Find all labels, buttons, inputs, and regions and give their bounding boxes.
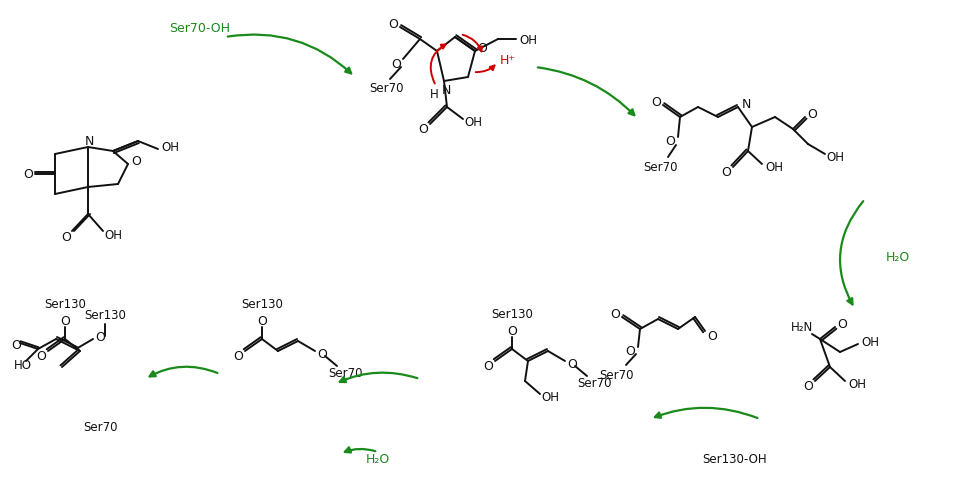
Text: O: O (131, 155, 141, 168)
Text: O: O (233, 350, 243, 363)
Text: Ser70: Ser70 (599, 369, 633, 382)
Text: O: O (11, 339, 20, 352)
Text: O: O (317, 348, 327, 361)
Text: O: O (96, 331, 105, 344)
Text: Ser70: Ser70 (83, 421, 117, 434)
Text: OH: OH (161, 141, 179, 154)
Text: OH: OH (464, 116, 482, 129)
FancyArrowPatch shape (149, 367, 217, 377)
Text: OH: OH (104, 229, 122, 242)
Text: O: O (807, 108, 817, 121)
Text: Ser130-OH: Ser130-OH (703, 452, 767, 465)
Text: OH: OH (861, 336, 879, 349)
Text: O: O (722, 166, 731, 179)
Text: H₂O: H₂O (886, 251, 910, 264)
FancyArrowPatch shape (345, 447, 375, 452)
Text: O: O (803, 380, 813, 393)
Text: O: O (391, 59, 401, 71)
FancyArrowPatch shape (538, 68, 635, 116)
Text: O: O (418, 123, 428, 136)
FancyArrowPatch shape (340, 373, 417, 382)
Text: O: O (610, 308, 620, 321)
FancyArrowPatch shape (655, 408, 758, 418)
Text: Ser70-OH: Ser70-OH (170, 22, 230, 35)
Text: O: O (625, 345, 635, 358)
FancyArrowPatch shape (476, 66, 494, 73)
Text: Ser130: Ser130 (491, 308, 533, 321)
Text: O: O (388, 19, 398, 32)
FancyArrowPatch shape (431, 45, 446, 84)
Text: O: O (507, 325, 517, 338)
Text: H₂N: H₂N (791, 321, 813, 334)
FancyArrowPatch shape (228, 36, 351, 74)
Text: N: N (741, 98, 751, 111)
Text: O: O (61, 231, 71, 244)
Text: O: O (651, 96, 661, 109)
Text: OH: OH (541, 391, 559, 404)
Text: Ser130: Ser130 (44, 298, 86, 311)
Text: OH: OH (826, 151, 844, 164)
FancyArrowPatch shape (463, 36, 482, 52)
Text: O: O (665, 135, 675, 148)
Text: O: O (60, 315, 70, 328)
Text: Ser130: Ser130 (84, 309, 126, 322)
Text: Ser70: Ser70 (370, 81, 405, 94)
Text: HO: HO (14, 359, 32, 372)
Text: O: O (483, 360, 493, 373)
Text: OH: OH (519, 34, 537, 47)
Text: H₂O: H₂O (366, 452, 390, 465)
Text: Ser70: Ser70 (578, 377, 612, 390)
Text: O: O (23, 168, 33, 181)
FancyArrowPatch shape (840, 202, 863, 305)
Text: Ser130: Ser130 (241, 298, 283, 311)
Text: N: N (84, 135, 94, 148)
Text: O: O (567, 358, 577, 371)
Text: O: O (36, 350, 46, 363)
Text: Ser70: Ser70 (643, 161, 678, 174)
Text: N: N (442, 84, 450, 97)
Text: H: H (430, 88, 439, 101)
Text: O: O (257, 315, 267, 328)
Text: O: O (707, 330, 717, 343)
Text: OH: OH (765, 161, 783, 174)
Text: Ser70: Ser70 (328, 367, 363, 380)
Text: OH: OH (848, 378, 866, 391)
Text: O: O (838, 318, 847, 331)
Text: O: O (477, 43, 487, 56)
Text: H⁺: H⁺ (500, 54, 516, 66)
